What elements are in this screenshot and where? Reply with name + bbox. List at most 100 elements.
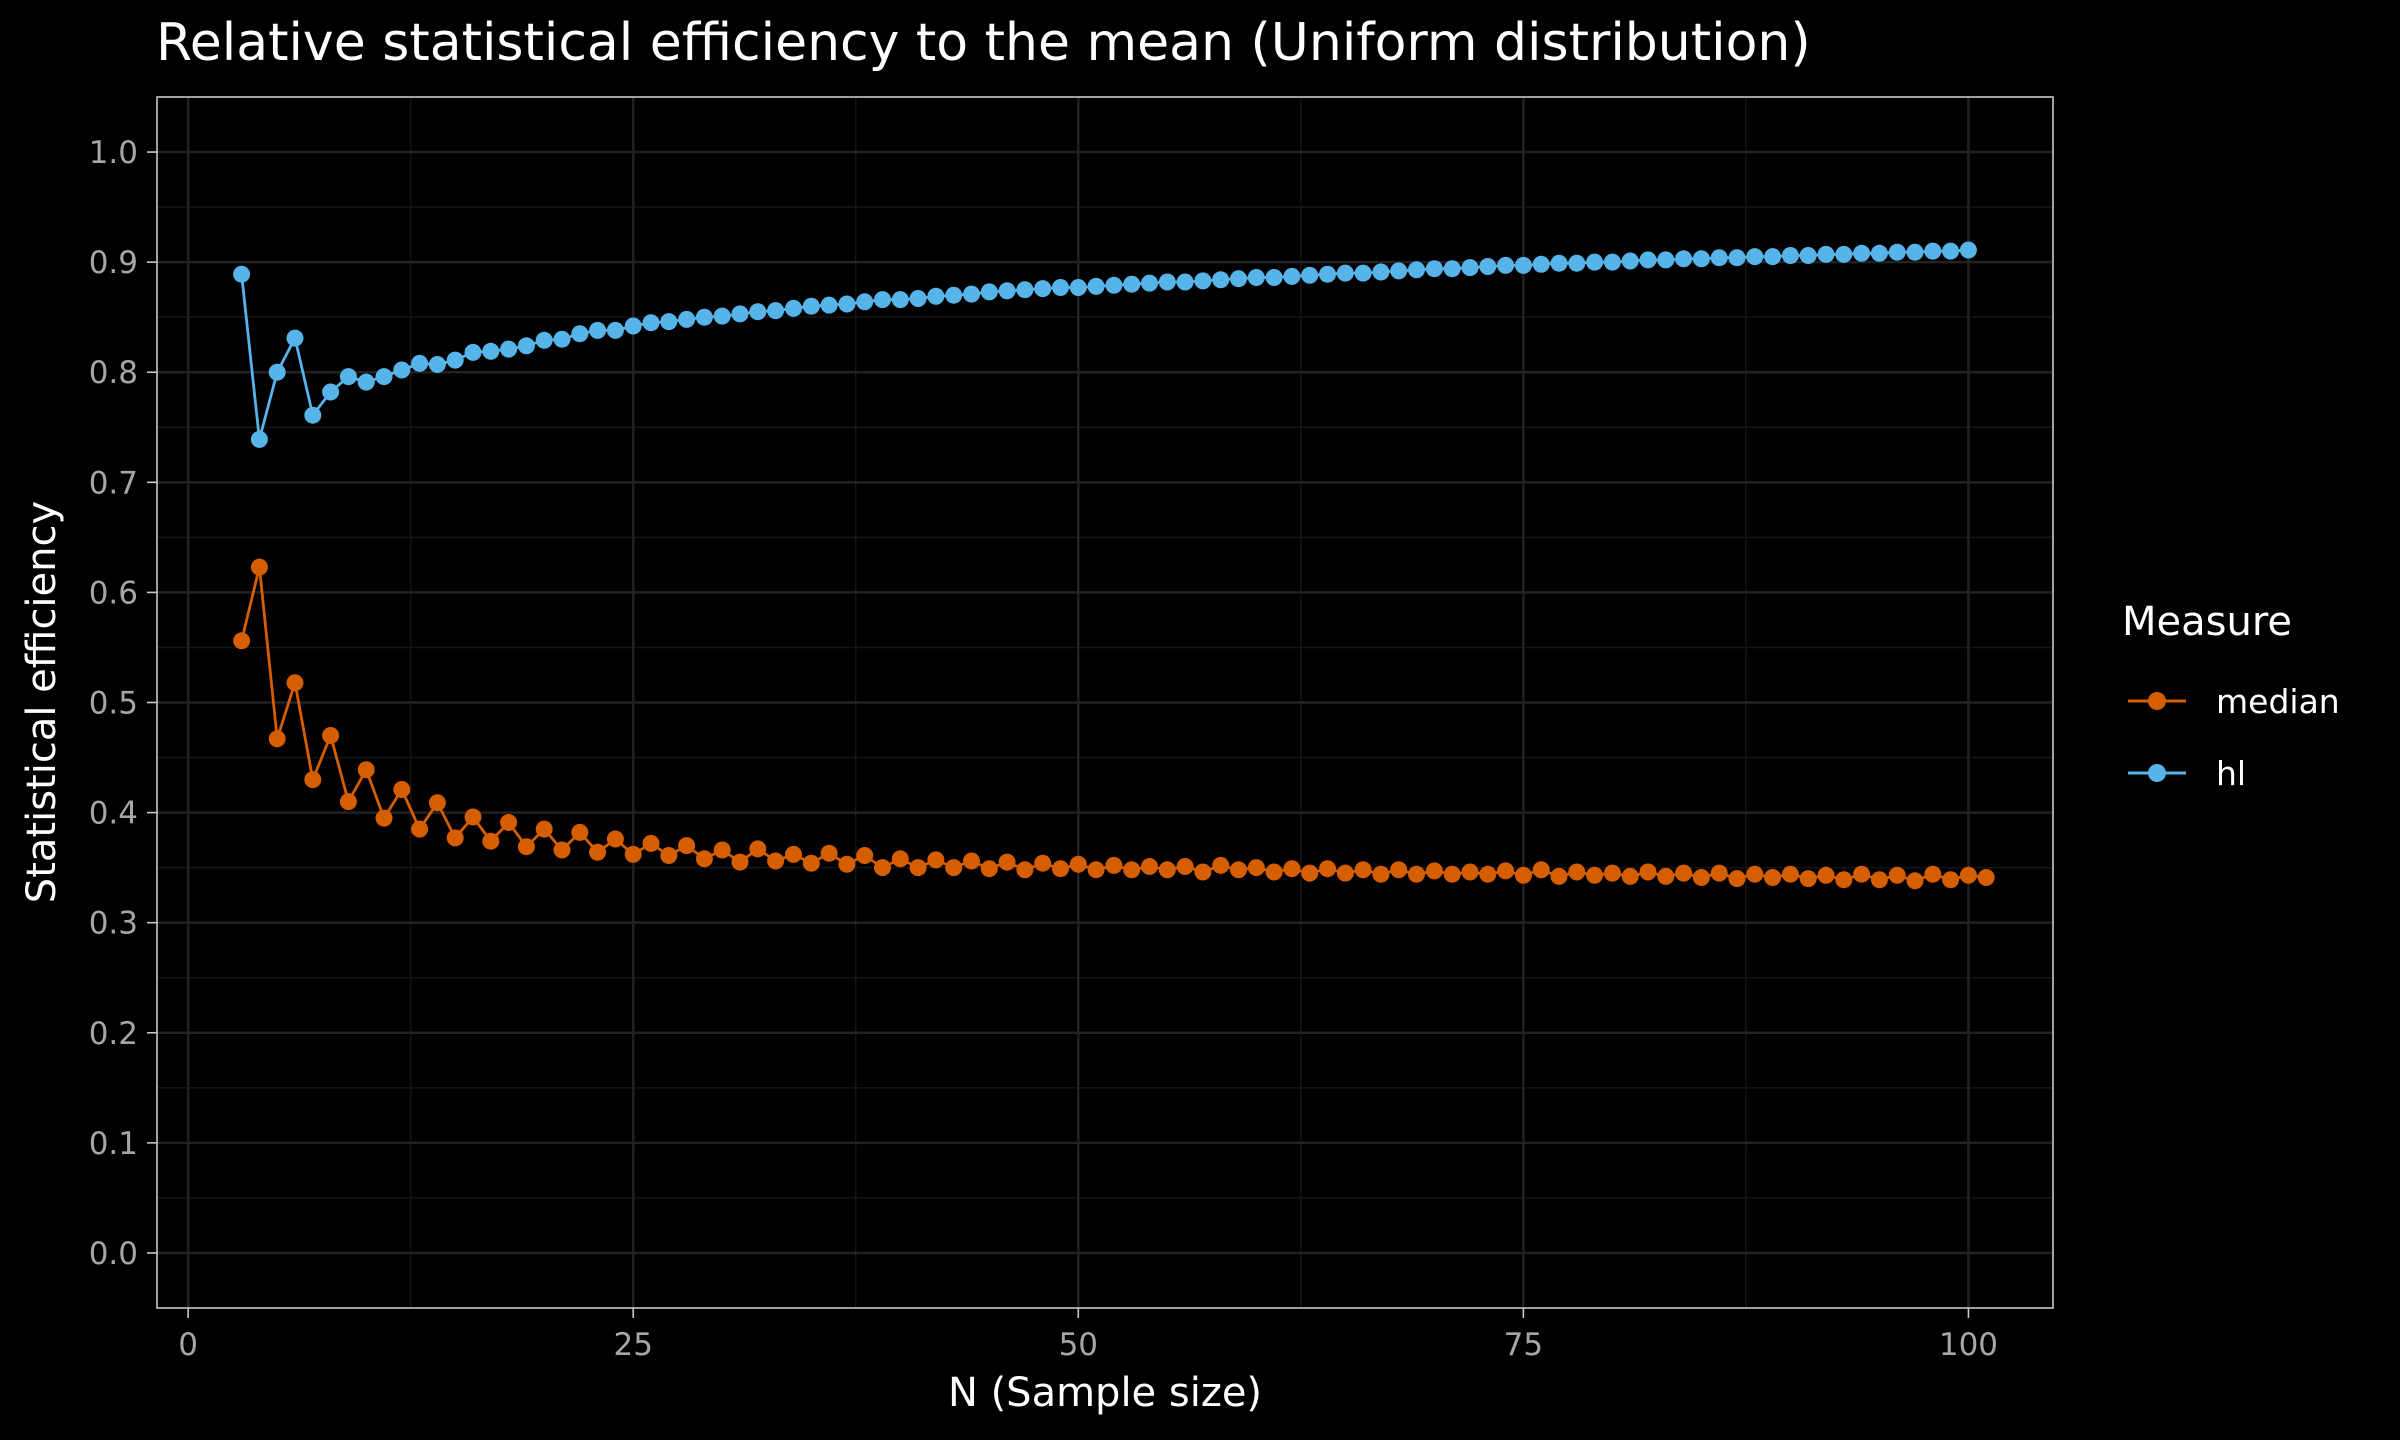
data-point-hl: [339, 368, 357, 386]
data-point-median: [1675, 864, 1693, 882]
data-point-hl: [660, 313, 678, 331]
data-point-hl: [1675, 250, 1693, 268]
y-tick-label: 0.0: [89, 1236, 138, 1272]
data-point-hl: [1123, 275, 1141, 293]
data-point-median: [535, 820, 553, 838]
data-point-hl: [233, 265, 251, 283]
data-point-median: [1158, 861, 1176, 879]
ticks: 0 25 50 75 100 0.0 0.1 0.2 0.3 0.4 0.5 0.6 0.7 0.8 0.9…: [89, 135, 1998, 1363]
data-point-hl: [393, 361, 411, 379]
data-point-hl: [1621, 252, 1639, 270]
data-point-hl: [1372, 263, 1390, 281]
data-point-hl: [1105, 276, 1123, 294]
data-point-median: [1301, 864, 1319, 882]
data-point-median: [1212, 856, 1230, 874]
data-point-median: [1835, 871, 1853, 889]
data-point-median: [891, 850, 909, 868]
data-point-hl: [820, 296, 838, 314]
data-point-hl: [1568, 254, 1586, 272]
data-point-median: [553, 841, 571, 859]
data-point-median: [464, 808, 482, 826]
data-point-hl: [713, 307, 731, 325]
data-point-median: [963, 852, 980, 870]
data-point-hl: [535, 331, 553, 349]
data-point-hl: [945, 286, 963, 304]
data-point-hl: [1301, 266, 1319, 284]
data-point-hl: [1336, 264, 1354, 282]
data-point-hl: [357, 373, 375, 391]
data-point-hl: [304, 406, 322, 424]
data-point-hl: [1247, 269, 1265, 286]
data-point-median: [482, 832, 500, 850]
data-point-median: [660, 847, 678, 864]
data-point-hl: [1443, 260, 1461, 278]
data-point-median: [1799, 870, 1817, 888]
data-point-median: [1781, 865, 1799, 883]
data-point-hl: [517, 337, 535, 355]
data-point-median: [767, 852, 785, 870]
data-point-median: [428, 794, 446, 812]
y-tick-label: 0.9: [89, 245, 138, 281]
data-point-hl: [1870, 244, 1888, 262]
data-point-hl: [1408, 261, 1425, 279]
data-point-median: [642, 834, 660, 852]
data-point-hl: [1746, 248, 1764, 266]
data-point-median: [909, 859, 927, 877]
data-point-median: [1069, 855, 1087, 873]
data-point-hl: [980, 283, 998, 301]
data-point-hl: [1479, 258, 1497, 275]
data-point-hl: [1069, 279, 1087, 296]
data-point-median: [589, 843, 607, 861]
data-point-median: [1728, 870, 1746, 888]
data-point-hl: [1924, 242, 1942, 260]
data-point-median: [695, 850, 713, 868]
y-tick-label: 0.2: [89, 1016, 138, 1052]
y-tick-label: 0.5: [89, 686, 138, 722]
data-point-hl: [268, 363, 286, 381]
data-point-median: [1016, 861, 1034, 879]
data-point-hl: [1461, 259, 1479, 277]
data-point-hl: [1550, 254, 1568, 272]
data-point-median: [304, 771, 322, 789]
x-tick-label: 0: [178, 1327, 198, 1363]
data-point-hl: [1194, 272, 1212, 290]
legend-label: hl: [2216, 754, 2246, 793]
data-point-hl: [1034, 280, 1052, 298]
data-point-median: [1906, 872, 1924, 890]
y-axis-title: Statistical efficiency: [19, 501, 65, 903]
data-point-hl: [1799, 247, 1817, 264]
data-point-median: [1870, 871, 1888, 889]
legend-key-point: [2148, 692, 2166, 710]
data-point-median: [1568, 863, 1586, 881]
data-point-median: [606, 830, 624, 848]
data-point-median: [1034, 854, 1052, 872]
data-point-median: [1319, 860, 1336, 878]
data-point-median: [1692, 869, 1710, 886]
data-point-median: [749, 840, 767, 858]
data-point-median: [998, 853, 1016, 871]
data-point-hl: [1016, 281, 1034, 299]
data-point-median: [1710, 864, 1728, 882]
data-point-hl: [1781, 247, 1799, 264]
data-point-hl: [1710, 249, 1728, 267]
data-point-median: [571, 823, 589, 841]
data-point-median: [1461, 863, 1479, 881]
data-point-median: [1141, 858, 1158, 875]
data-point-hl: [1425, 260, 1443, 278]
data-point-hl: [1906, 243, 1924, 261]
data-point-median: [250, 558, 268, 576]
data-point-hl: [1586, 253, 1604, 271]
data-point-hl: [1514, 256, 1532, 274]
data-point-median: [1942, 871, 1960, 889]
data-point-hl: [286, 329, 304, 347]
data-point-median: [1817, 866, 1835, 884]
data-point-hl: [749, 303, 767, 321]
x-tick-label: 100: [1939, 1327, 1998, 1363]
data-point-hl: [1639, 251, 1657, 269]
data-point-median: [713, 841, 731, 859]
data-point-hl: [1817, 245, 1835, 263]
legend-label: median: [2216, 682, 2340, 721]
data-point-hl: [553, 330, 571, 348]
